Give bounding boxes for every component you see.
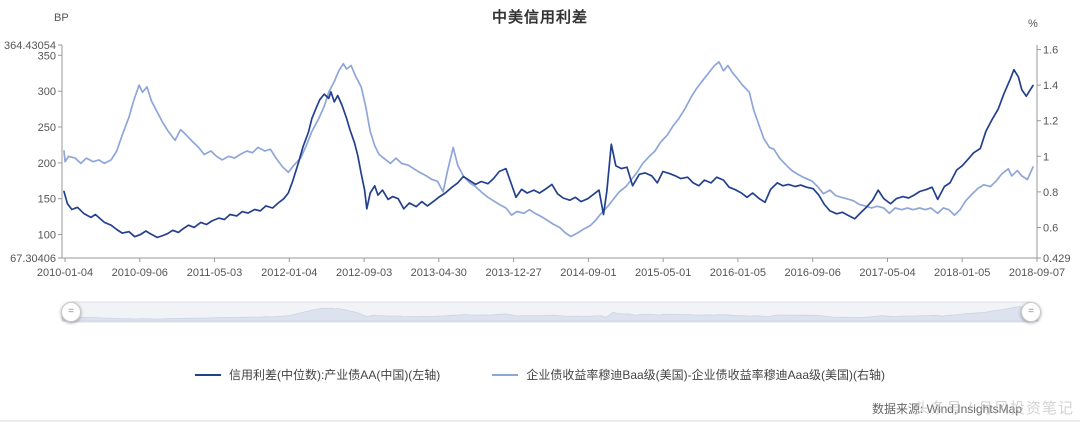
datazoom-slider	[61, 301, 1039, 323]
axes	[61, 45, 1038, 259]
right-axis-unit-label: %	[1028, 18, 1038, 30]
svg-text:2018-09-07: 2018-09-07	[1009, 267, 1065, 279]
legend: 信用利差(中位数):产业债AA(中国)(左轴) 企业债收益率穆迪Baa级(美国)…	[0, 366, 1080, 383]
svg-text:2011-05-03: 2011-05-03	[187, 267, 242, 279]
left-axis-unit-label: BP	[54, 12, 69, 24]
series-line-us	[63, 61, 1034, 238]
svg-text:300: 300	[38, 86, 56, 98]
chart-title: 中美信用利差	[491, 9, 588, 26]
svg-text:0.6: 0.6	[1043, 223, 1058, 235]
minimap-area	[61, 306, 1039, 322]
svg-text:2013-12-27: 2013-12-27	[485, 267, 541, 279]
svg-text:0.8: 0.8	[1043, 187, 1058, 199]
svg-text:2013-04-30: 2013-04-30	[411, 267, 467, 279]
svg-text:0.429: 0.429	[1043, 253, 1071, 265]
right-axis: 1.6 1.4 1.2 1 0.8 0.6 0.429	[1037, 45, 1071, 265]
svg-text:2014-09-01: 2014-09-01	[560, 267, 616, 279]
legend-item-us-spread[interactable]: 企业债收益率穆迪Baa级(美国)-企业债收益率穆迪Aaa级(美国)(右轴)	[492, 366, 885, 383]
data-source-note: 数据来源: Wind,InsightsMap	[871, 402, 1022, 416]
svg-text:2018-01-05: 2018-01-05	[934, 267, 990, 279]
svg-text:1.6: 1.6	[1043, 45, 1058, 57]
svg-text:350: 350	[38, 50, 56, 62]
svg-text:2017-05-04: 2017-05-04	[859, 267, 915, 279]
x-axis: 2010-01-04 2010-09-06 2011-05-03 2012-01-04…	[37, 258, 1065, 279]
drag-handle-icon: =	[68, 306, 74, 317]
datazoom-left-handle[interactable]: =	[61, 302, 81, 322]
svg-text:2016-01-05: 2016-01-05	[710, 267, 766, 279]
china-series-line-swatch	[194, 373, 221, 376]
svg-text:250: 250	[38, 122, 56, 134]
svg-text:67.30406: 67.30406	[10, 253, 56, 265]
svg-text:1: 1	[1043, 151, 1049, 163]
svg-text:2010-09-06: 2010-09-06	[112, 267, 168, 279]
svg-text:150: 150	[38, 194, 56, 206]
legend-label-us: 企业债收益率穆迪Baa级(美国)-企业债收益率穆迪Aaa级(美国)(右轴)	[526, 368, 885, 382]
svg-text:364.43054: 364.43054	[4, 40, 56, 52]
legend-label-china: 信用利差(中位数):产业债AA(中国)(左轴)	[228, 368, 441, 382]
legend-item-china-spread[interactable]: 信用利差(中位数):产业债AA(中国)(左轴)	[194, 366, 441, 383]
svg-text:100: 100	[38, 230, 56, 242]
drag-handle-icon: =	[1028, 306, 1034, 317]
svg-text:2010-01-04: 2010-01-04	[37, 267, 93, 279]
svg-text:2015-05-01: 2015-05-01	[635, 267, 691, 279]
series-line-china	[63, 68, 1034, 239]
svg-text:1.4: 1.4	[1043, 80, 1058, 92]
svg-text:2016-09-06: 2016-09-06	[785, 267, 841, 279]
datazoom-right-handle[interactable]: =	[1021, 302, 1041, 322]
svg-text:2012-01-04: 2012-01-04	[261, 267, 317, 279]
svg-text:2012-09-03: 2012-09-03	[336, 267, 392, 279]
us-series-line-swatch	[492, 373, 519, 376]
svg-text:1.2: 1.2	[1043, 116, 1058, 128]
svg-text:200: 200	[38, 158, 56, 170]
